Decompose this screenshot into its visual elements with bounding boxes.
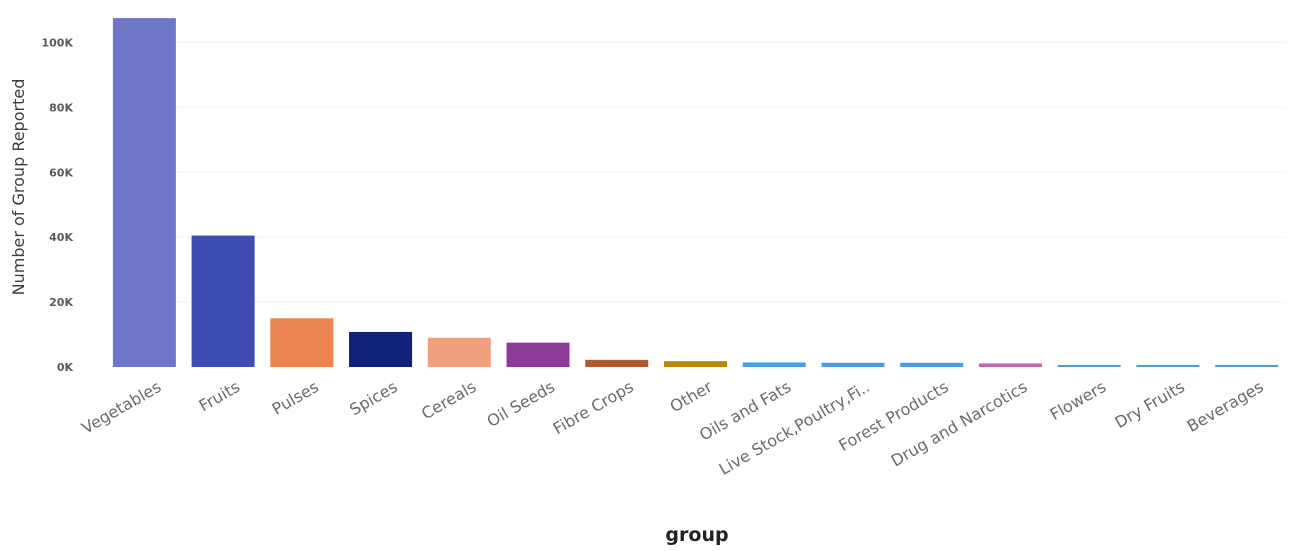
bar-spices[interactable] [349, 331, 413, 367]
x-tick-label: Live Stock,Poultry,Fi.. [716, 377, 873, 479]
bar-drug-and-narcotics[interactable] [978, 363, 1042, 367]
x-tick-label: Fruits [196, 377, 243, 415]
y-axis-title: Number of Group Reported [9, 79, 28, 296]
bar-beverages[interactable] [1215, 365, 1279, 367]
y-tick-label: 0K [57, 361, 74, 374]
y-tick-label: 80K [49, 101, 73, 114]
bar-live-stock-poultry-fi[interactable] [821, 362, 885, 367]
x-tick-label: Pulses [269, 377, 322, 419]
y-tick-label: 100K [42, 36, 74, 49]
x-tick-label: Other [667, 377, 716, 416]
gridlines [175, 41, 1286, 303]
x-tick-label: Vegetables [78, 377, 164, 438]
x-tick-label: Dry Fruits [1111, 377, 1187, 432]
y-tick-label: 40K [49, 231, 73, 244]
x-tick-label: Oil Seeds [484, 377, 558, 431]
bar-fruits[interactable] [191, 235, 255, 367]
x-axis-category-labels: Vegetables Fruits Pulses Spices Cereals Oil S… [78, 377, 1266, 479]
y-tick-label: 60K [49, 166, 73, 179]
x-tick-label: Fibre Crops [550, 377, 637, 438]
bar-fibre-crops[interactable] [585, 359, 649, 367]
bar-pulses[interactable] [270, 318, 334, 367]
x-tick-label: Flowers [1047, 377, 1110, 424]
bars [112, 18, 1279, 367]
bar-oils-and-fats[interactable] [742, 362, 806, 367]
bar-forest-products[interactable] [900, 362, 964, 367]
x-tick-label: Cereals [418, 377, 479, 423]
x-axis-title: group [665, 524, 728, 546]
bar-flowers[interactable] [1057, 365, 1121, 367]
bar-vegetables[interactable] [112, 18, 176, 367]
x-tick-label: Drug and Narcotics [888, 377, 1031, 470]
y-axis-ticks: 0K 20K 40K 60K 80K 100K [42, 36, 74, 374]
bar-oil-seeds[interactable] [506, 342, 570, 367]
bar-dry-fruits[interactable] [1136, 365, 1200, 367]
x-tick-label: Beverages [1184, 377, 1267, 436]
y-tick-label: 20K [49, 296, 73, 309]
x-tick-label: Spices [346, 377, 400, 419]
bar-cereals[interactable] [427, 337, 491, 367]
bar-other[interactable] [664, 361, 727, 367]
